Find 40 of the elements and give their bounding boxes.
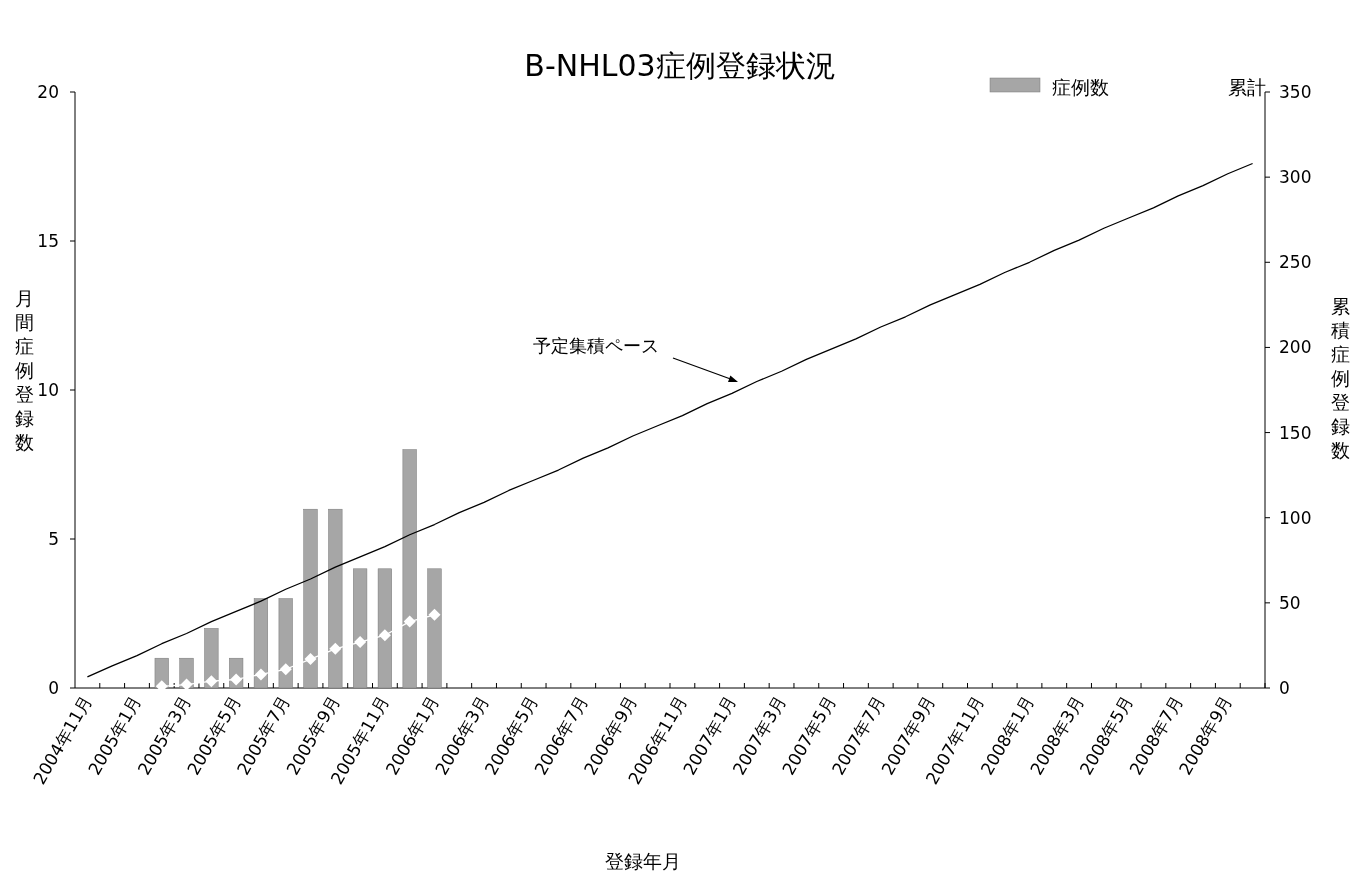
legend-label: 症例数 bbox=[1052, 76, 1109, 98]
point bbox=[428, 608, 441, 621]
bar bbox=[353, 568, 368, 689]
point bbox=[279, 663, 292, 676]
chart-title: B-NHL03症例登録状況 bbox=[524, 48, 836, 83]
line-series bbox=[86, 162, 1254, 678]
y2-tick-label: 150 bbox=[1279, 422, 1312, 443]
point bbox=[354, 636, 367, 649]
y-tick-label: 5 bbox=[48, 529, 59, 549]
y2-tick-label: 200 bbox=[1279, 337, 1312, 358]
y2-tick-label: 350 bbox=[1279, 82, 1312, 102]
y2-tick-label: 0 bbox=[1279, 678, 1290, 698]
bar bbox=[427, 568, 442, 689]
y-tick-label: 20 bbox=[37, 82, 59, 102]
y2-tick-label: 50 bbox=[1279, 592, 1301, 613]
x-axis-title: 登録年月 bbox=[605, 850, 681, 872]
point bbox=[205, 675, 218, 688]
y-axis-title: 月間症例登録数 bbox=[14, 287, 34, 453]
bar bbox=[278, 598, 293, 689]
bar bbox=[253, 598, 269, 689]
y2-axis-title: 累積症例登録数 bbox=[1330, 295, 1350, 461]
point bbox=[304, 653, 317, 666]
y2-tick-label: 300 bbox=[1279, 167, 1312, 188]
bar bbox=[303, 508, 318, 689]
bar bbox=[377, 568, 392, 689]
point bbox=[403, 615, 416, 628]
point bbox=[329, 642, 342, 655]
text: 累計 bbox=[1228, 76, 1266, 98]
bar bbox=[328, 508, 343, 689]
y-tick-label: 10 bbox=[37, 380, 59, 400]
y2-tick-label: 100 bbox=[1279, 507, 1312, 528]
point bbox=[254, 668, 267, 681]
y2-tick-label: 250 bbox=[1279, 252, 1312, 273]
point bbox=[230, 673, 243, 686]
annotation: 予定集積ペース bbox=[533, 335, 659, 356]
y-tick-label: 15 bbox=[37, 231, 59, 251]
bar bbox=[402, 449, 417, 689]
point bbox=[378, 629, 391, 642]
y-tick-label: 0 bbox=[48, 678, 59, 698]
bar bbox=[204, 628, 219, 689]
